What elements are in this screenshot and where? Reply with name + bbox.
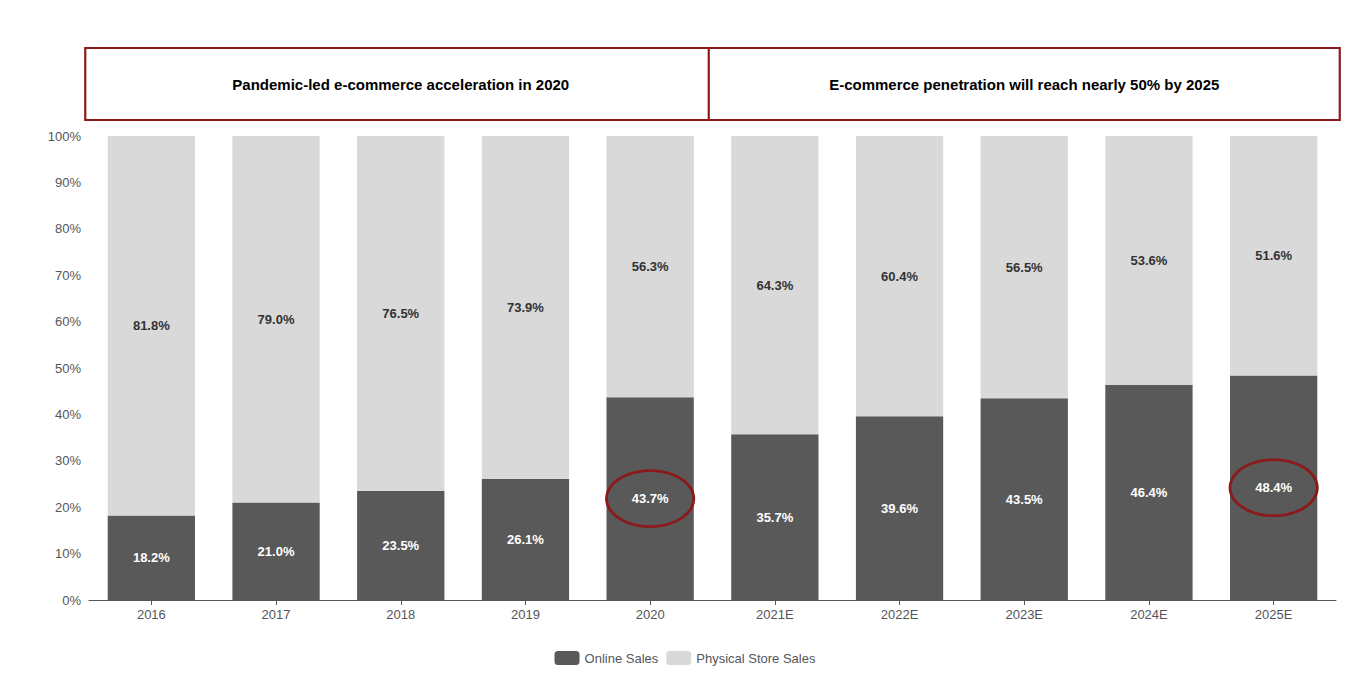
svg-text:2020: 2020 [636,607,665,622]
svg-text:73.9%: 73.9% [507,300,544,315]
svg-text:35.7%: 35.7% [756,510,793,525]
svg-text:80%: 80% [55,221,81,236]
svg-text:43.7%: 43.7% [632,491,669,506]
svg-text:56.5%: 56.5% [1006,260,1043,275]
svg-text:90%: 90% [55,175,81,190]
svg-text:2023E: 2023E [1005,607,1043,622]
svg-text:39.6%: 39.6% [881,501,918,516]
svg-text:48.4%: 48.4% [1255,480,1292,495]
svg-text:Online Sales: Online Sales [585,651,659,666]
svg-text:50%: 50% [55,361,81,376]
svg-text:46.4%: 46.4% [1131,485,1168,500]
svg-text:18.2%: 18.2% [133,550,170,565]
svg-text:26.1%: 26.1% [507,532,544,547]
svg-text:2025E: 2025E [1255,607,1293,622]
svg-text:Physical Store Sales: Physical Store Sales [696,651,816,666]
svg-text:0%: 0% [62,593,81,608]
svg-text:2021E: 2021E [756,607,794,622]
svg-text:30%: 30% [55,453,81,468]
svg-text:60%: 60% [55,314,81,329]
svg-text:2018: 2018 [386,607,415,622]
svg-text:10%: 10% [55,546,81,561]
svg-text:70%: 70% [55,268,81,283]
svg-text:81.8%: 81.8% [133,318,170,333]
svg-text:2019: 2019 [511,607,540,622]
svg-text:23.5%: 23.5% [382,538,419,553]
svg-text:21.0%: 21.0% [258,544,295,559]
svg-text:79.0%: 79.0% [258,312,295,327]
svg-text:2024E: 2024E [1130,607,1168,622]
svg-text:20%: 20% [55,500,81,515]
svg-text:53.6%: 53.6% [1131,253,1168,268]
svg-text:56.3%: 56.3% [632,259,669,274]
svg-text:2022E: 2022E [881,607,919,622]
svg-text:E-commerce penetration will re: E-commerce penetration will reach nearly… [829,76,1219,93]
svg-text:100%: 100% [48,129,82,144]
svg-text:2016: 2016 [137,607,166,622]
svg-text:40%: 40% [55,407,81,422]
svg-text:Pandemic-led e-commerce accele: Pandemic-led e-commerce acceleration in … [232,76,569,93]
svg-text:60.4%: 60.4% [881,269,918,284]
svg-text:64.3%: 64.3% [756,278,793,293]
svg-text:2017: 2017 [262,607,291,622]
svg-text:76.5%: 76.5% [382,306,419,321]
svg-text:43.5%: 43.5% [1006,492,1043,507]
svg-text:51.6%: 51.6% [1255,248,1292,263]
